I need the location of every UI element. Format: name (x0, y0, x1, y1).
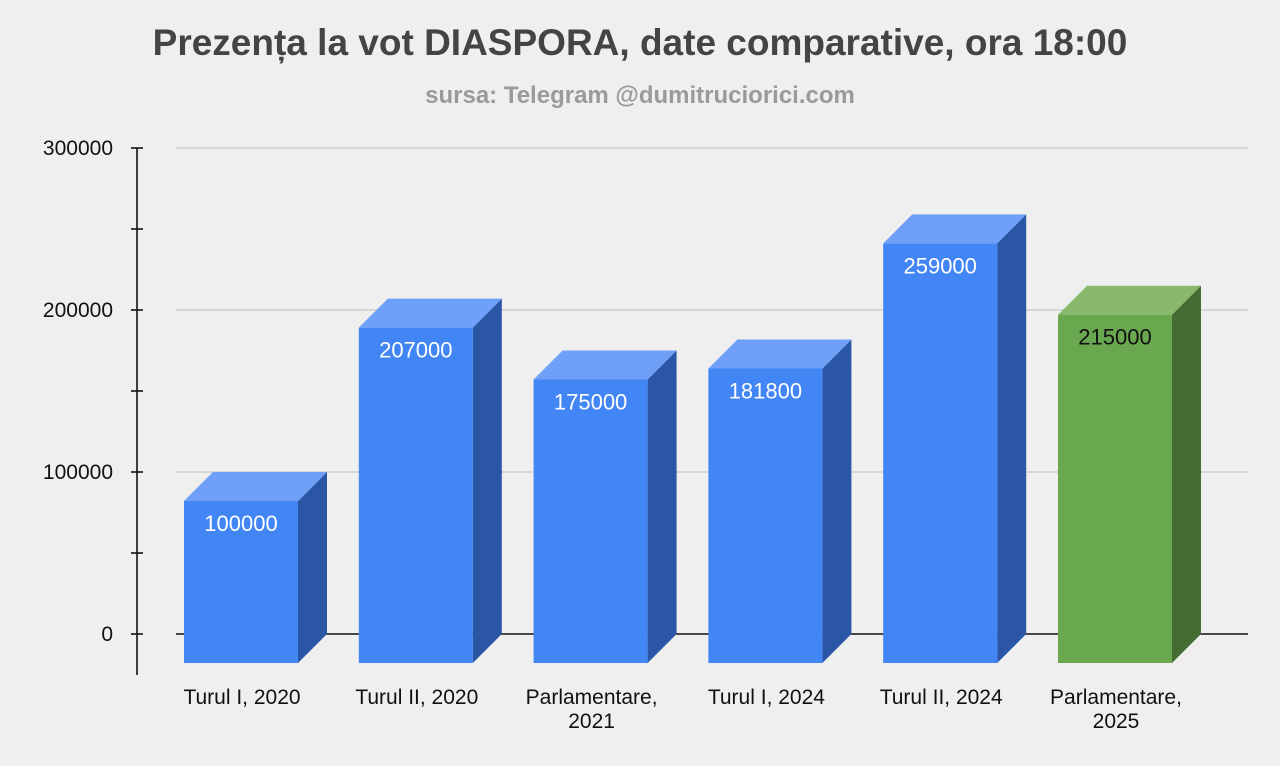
bar: 175000 (533, 350, 677, 663)
x-axis-labels: Turul I, 2020 Turul II, 2020 Parlamentare,… (183, 686, 1182, 733)
data-label: 207000 (379, 338, 452, 363)
bar-side-face (298, 472, 327, 663)
x-tick-label: Turul II, 2020 (355, 686, 478, 709)
y-axis: 0 100000 200000 300000 (43, 137, 143, 675)
y-tick-label: 200000 (43, 299, 113, 322)
x-tick-label: Parlamentare, 2021 (526, 686, 658, 733)
chart-subtitle: sursa: Telegram @dumitruciorici.com (425, 82, 855, 109)
data-label: 175000 (554, 390, 627, 415)
x-tick-label: Turul II, 2024 (880, 686, 1003, 709)
bar-side-face (647, 350, 677, 663)
data-label: 259000 (903, 253, 976, 278)
y-tick-label: 100000 (43, 461, 113, 484)
bar-top-face (708, 339, 852, 369)
x-tick-label: Turul I, 2020 (183, 686, 300, 709)
data-label: 181800 (729, 378, 802, 403)
x-tick-label: Turul I, 2024 (708, 686, 825, 709)
bar-top-face (533, 350, 677, 380)
bar: 100000 (184, 472, 327, 663)
bar-side-face (822, 339, 852, 663)
y-tick-label: 0 (101, 623, 113, 646)
bars: 100000 207000 175000 181800 259000 215000 (184, 214, 1201, 664)
bar-side-face (997, 214, 1027, 664)
bar-front-face (708, 368, 823, 663)
y-tick-label: 300000 (43, 137, 113, 160)
data-label: 100000 (204, 511, 277, 536)
bar-top-face (1058, 285, 1201, 315)
bar-front-face (358, 327, 473, 663)
bar-top-face (883, 214, 1027, 244)
bar: 181800 (708, 339, 852, 663)
bar: 259000 (883, 214, 1027, 664)
bar: 215000 (1058, 285, 1201, 663)
bar-front-face (184, 501, 298, 663)
bar-front-face (883, 243, 998, 664)
bar-side-face (1172, 285, 1201, 663)
bar-side-face (472, 298, 502, 663)
bar-top-face (358, 298, 502, 328)
data-label: 215000 (1078, 325, 1151, 350)
bar-front-face (1058, 314, 1172, 663)
x-tick-label: Parlamentare, 2025 (1050, 686, 1182, 733)
bar: 207000 (358, 298, 502, 663)
chart-title: Prezența la vot DIASPORA, date comparati… (152, 22, 1128, 63)
bar-front-face (533, 379, 648, 663)
bar-top-face (184, 472, 327, 501)
